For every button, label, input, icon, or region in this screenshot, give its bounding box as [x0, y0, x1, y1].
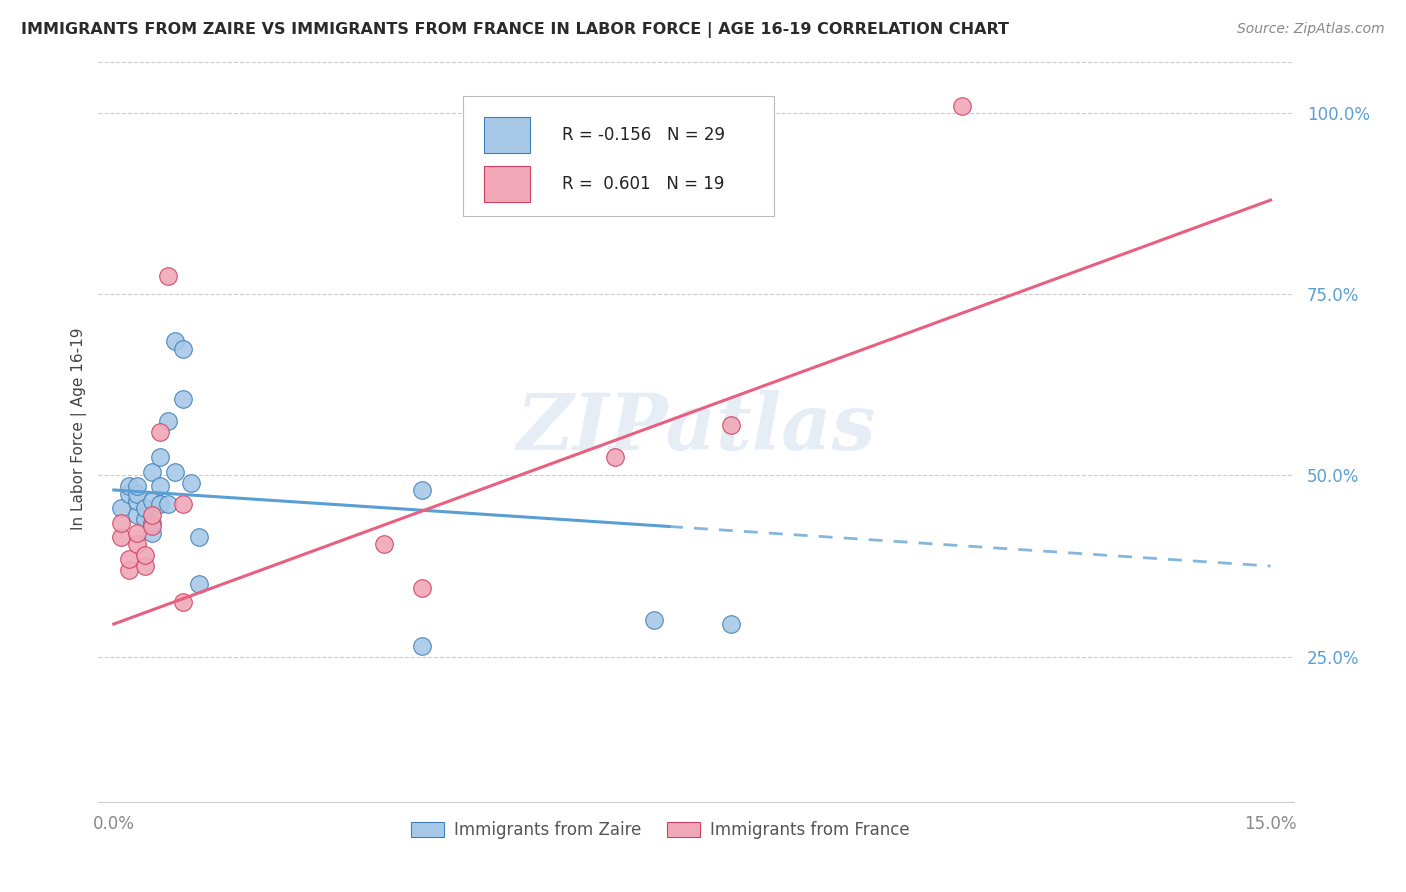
Point	[172, 342, 194, 356]
Point	[149, 450, 172, 465]
Point	[149, 479, 172, 493]
Point	[134, 548, 156, 562]
Point	[125, 486, 148, 500]
Point	[720, 417, 742, 432]
Point	[172, 392, 194, 407]
Point	[165, 465, 187, 479]
Legend: Immigrants from Zaire, Immigrants from France: Immigrants from Zaire, Immigrants from F…	[404, 814, 917, 846]
Point	[141, 508, 163, 523]
Point	[165, 334, 187, 349]
Point	[411, 483, 433, 497]
Point	[134, 501, 156, 516]
Point	[125, 493, 148, 508]
Point	[110, 501, 132, 516]
Point	[180, 475, 202, 490]
Point	[141, 516, 163, 530]
Y-axis label: In Labor Force | Age 16-19: In Labor Force | Age 16-19	[72, 327, 87, 530]
Point	[603, 450, 626, 465]
Point	[141, 493, 163, 508]
Point	[125, 537, 148, 551]
Point	[141, 465, 163, 479]
Point	[156, 414, 179, 428]
Bar	[485, 117, 530, 153]
Point	[149, 498, 172, 512]
Text: R = -0.156   N = 29: R = -0.156 N = 29	[562, 126, 725, 144]
Point	[118, 486, 141, 500]
Point	[172, 595, 194, 609]
Point	[141, 526, 163, 541]
Text: Source: ZipAtlas.com: Source: ZipAtlas.com	[1237, 22, 1385, 37]
Point	[149, 425, 172, 439]
Point	[187, 530, 209, 544]
Point	[110, 516, 132, 530]
Bar	[485, 167, 530, 202]
Point	[125, 526, 148, 541]
Text: ZIPatlas: ZIPatlas	[516, 390, 876, 467]
Text: IMMIGRANTS FROM ZAIRE VS IMMIGRANTS FROM FRANCE IN LABOR FORCE | AGE 16-19 CORRE: IMMIGRANTS FROM ZAIRE VS IMMIGRANTS FROM…	[21, 22, 1010, 38]
Text: R =  0.601   N = 19: R = 0.601 N = 19	[562, 175, 724, 194]
Point	[125, 508, 148, 523]
Point	[141, 519, 163, 533]
Point	[118, 551, 141, 566]
Point	[110, 530, 132, 544]
Point	[411, 639, 433, 653]
Point	[411, 581, 433, 595]
Point	[373, 537, 395, 551]
FancyBboxPatch shape	[463, 96, 773, 216]
Point	[125, 479, 148, 493]
Point	[118, 479, 141, 493]
Point	[118, 563, 141, 577]
Point	[172, 498, 194, 512]
Point	[187, 577, 209, 591]
Point	[156, 269, 179, 284]
Point	[950, 99, 973, 113]
Point	[720, 617, 742, 632]
Point	[134, 559, 156, 574]
Point	[643, 614, 665, 628]
Point	[134, 512, 156, 526]
Point	[156, 498, 179, 512]
